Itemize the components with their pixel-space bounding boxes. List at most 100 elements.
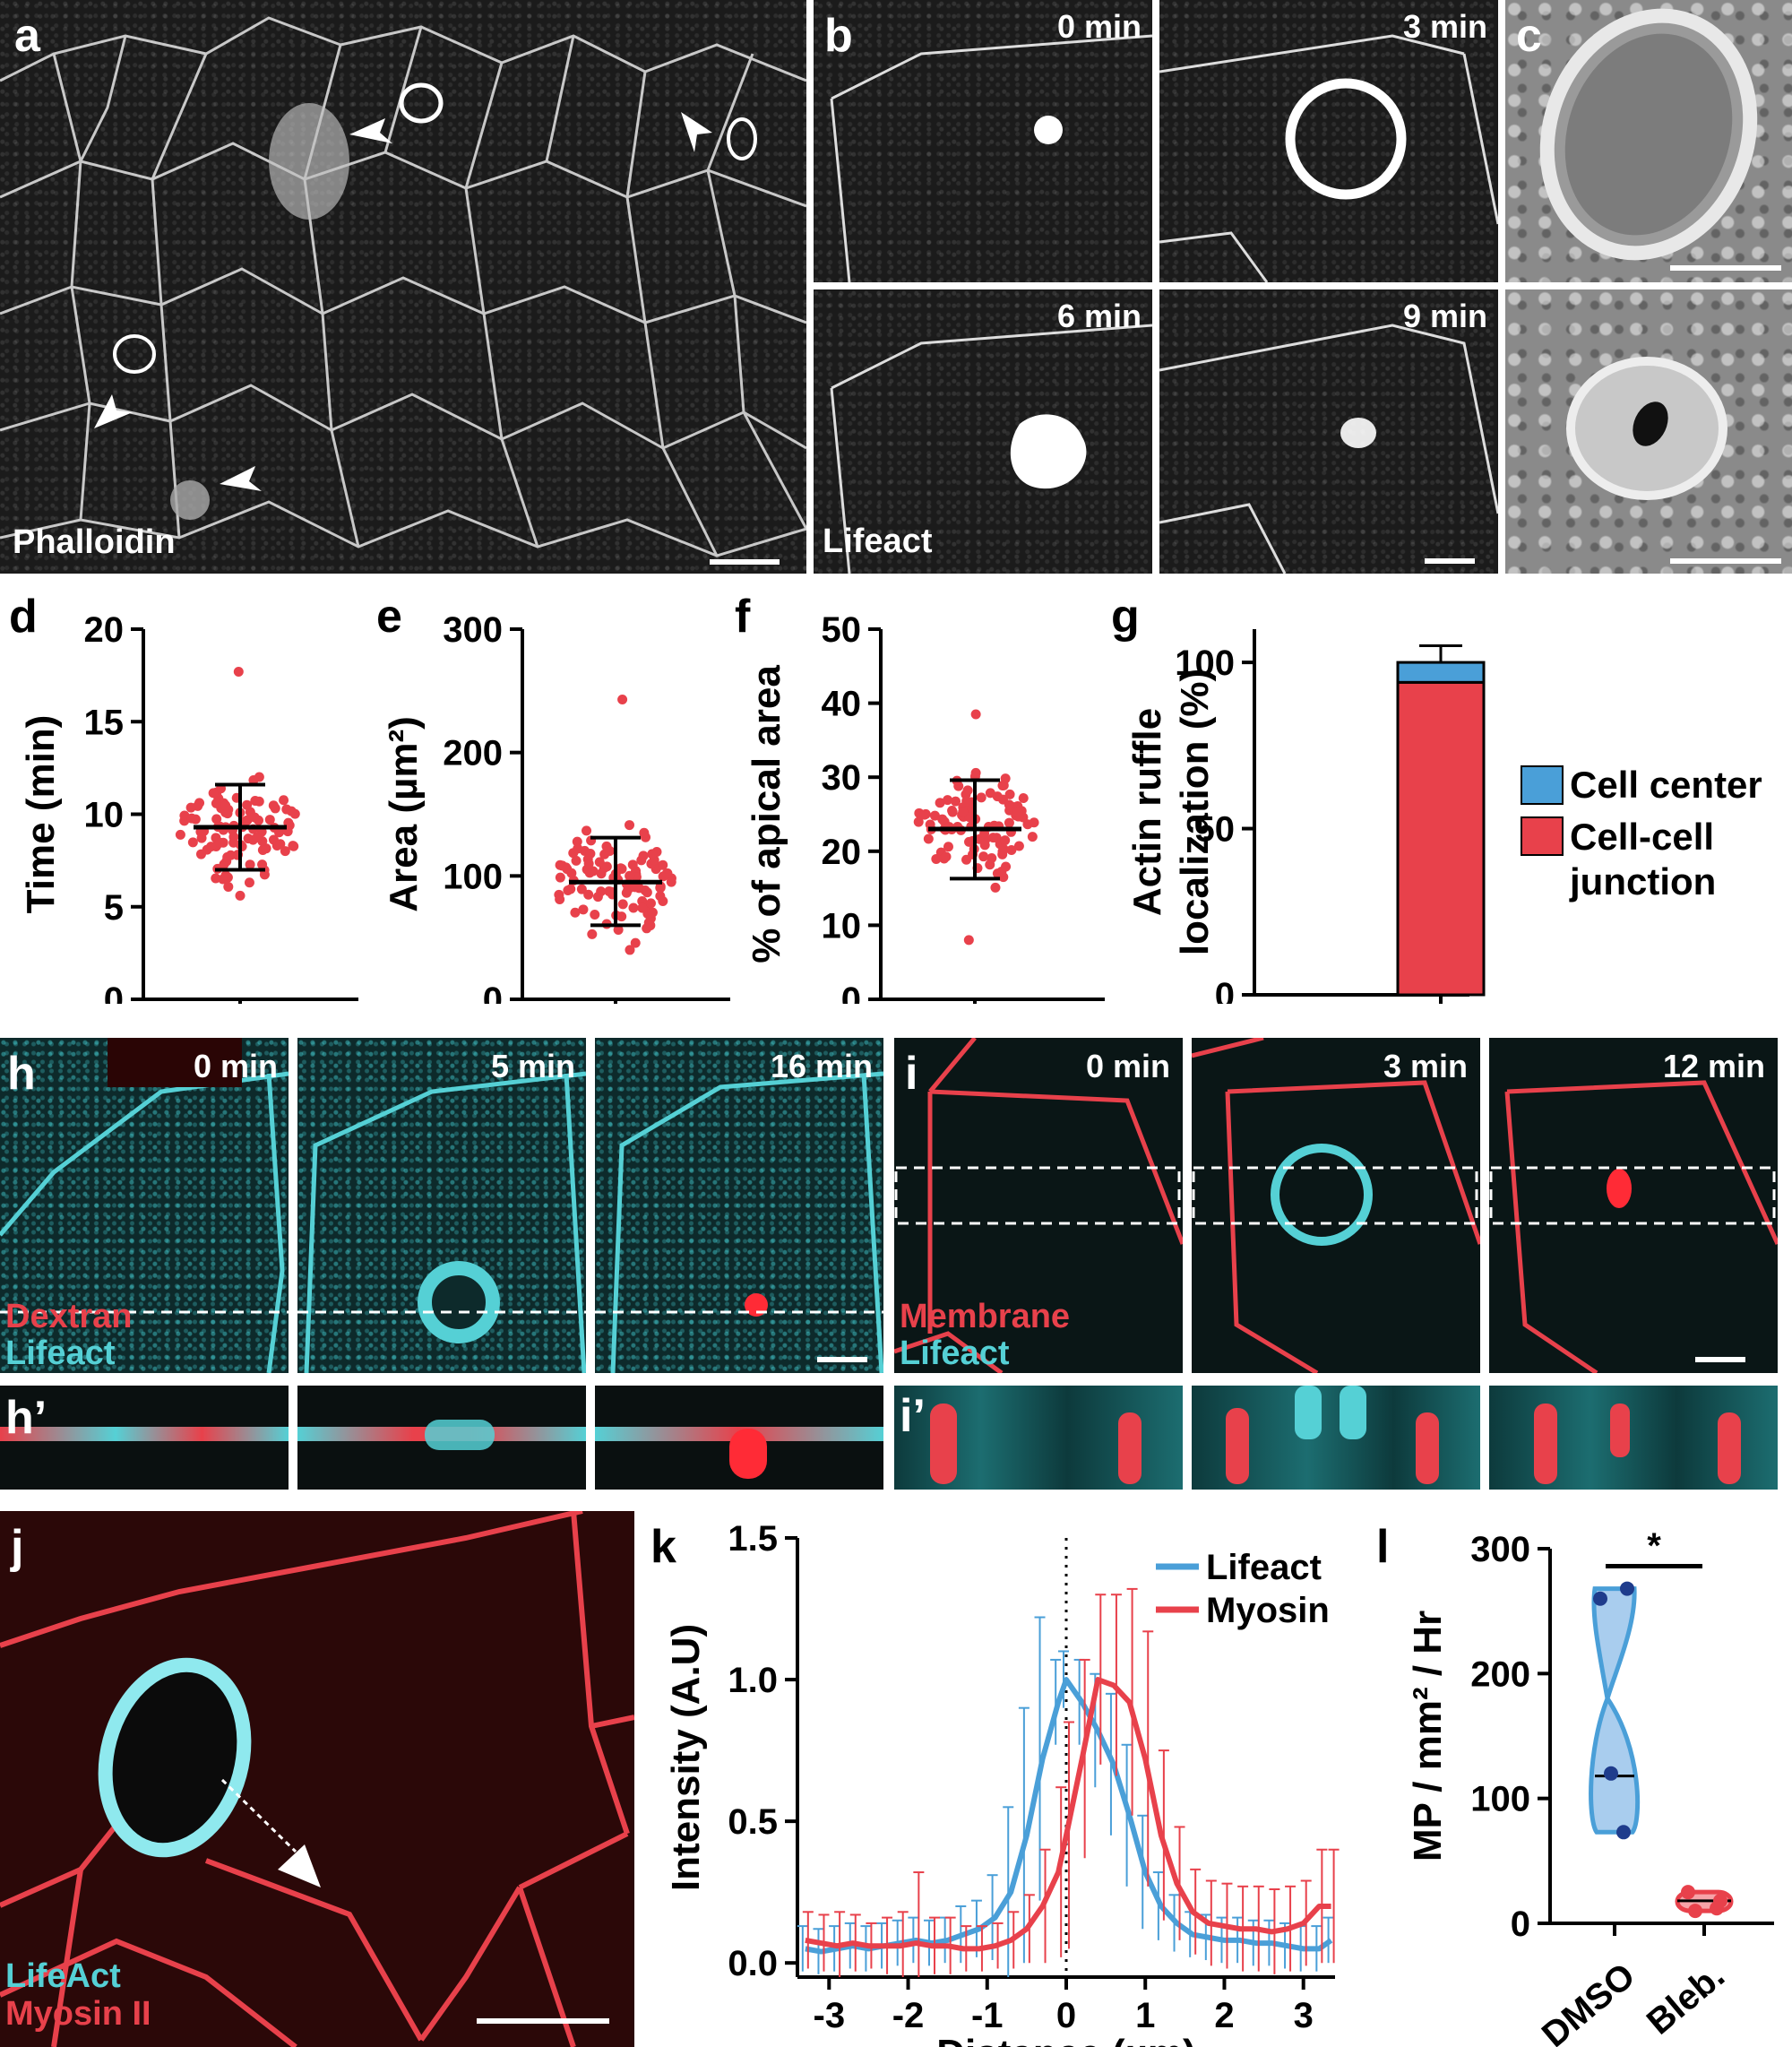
y-tick-label: 0 — [483, 980, 503, 1004]
panel-h-frame-1: 5 min — [297, 1038, 586, 1373]
panel-h-frame-0: h 0 min Dextran Lifeact — [0, 1038, 289, 1373]
data-point — [639, 827, 650, 838]
panel-label-g: g — [1111, 591, 1140, 643]
panel-b-frame-2: 6 min Lifeact — [814, 289, 1152, 574]
chart-d: 0 5 10 15 20 Time (min) — [19, 610, 358, 1004]
data-point — [279, 795, 289, 806]
y-tick-label: 0.0 — [728, 1944, 778, 1983]
panel-h-frame-2: 16 min — [595, 1038, 883, 1373]
data-point — [929, 810, 940, 821]
data-point — [666, 877, 676, 887]
bar-cell-center — [1396, 661, 1486, 684]
data-point — [1006, 844, 1017, 855]
chart-e: 0 100 200 300 Area (µm²) — [382, 610, 730, 1004]
time-label: 6 min — [1056, 298, 1142, 334]
y-tick-label: 1.0 — [728, 1661, 778, 1700]
data-point — [617, 694, 628, 704]
panel-label-k: k — [650, 1521, 676, 1573]
channel-label-lifeact: Lifeact — [823, 523, 933, 560]
data-point — [250, 795, 261, 806]
data-point — [947, 806, 958, 816]
panel-c-sem-top: c — [1505, 0, 1792, 282]
data-point — [211, 798, 221, 808]
panel-label-e: e — [376, 591, 402, 643]
y-axis-label: % of apical area — [745, 665, 788, 963]
y-axis-label: Intensity (A.U) — [664, 1624, 708, 1891]
panel-h-prime-2 — [595, 1386, 883, 1490]
y-tick-label: 300 — [443, 610, 503, 650]
y-tick-label: 50 — [822, 610, 862, 650]
channel-label-phalloidin: Phalloidin — [13, 523, 176, 561]
data-point — [978, 851, 989, 862]
time-label: 9 min — [1402, 298, 1487, 334]
y-tick-label: 40 — [822, 685, 862, 724]
x-tick-label: -3 — [814, 1996, 846, 2035]
data-point — [617, 899, 628, 910]
panel-label-c: c — [1516, 10, 1542, 62]
data-point — [211, 873, 221, 884]
scale-bar — [1670, 265, 1781, 271]
chart-k: 0.0 0.5 1.0 1.5 Intensity (A.U) -3 -2 -1 0 1 2 3 Dis… — [664, 1519, 1340, 2047]
data-point — [590, 910, 600, 920]
y-tick-label: 200 — [443, 734, 503, 773]
y-tick-label: 0 — [841, 980, 861, 1004]
data-point — [638, 851, 649, 861]
y-tick-label: 15 — [84, 703, 125, 742]
y-axis-label: Actin ruffle — [1125, 708, 1169, 916]
data-point — [187, 837, 198, 848]
panel-i-frame-2: 12 min — [1489, 1038, 1778, 1373]
data-point — [1013, 841, 1024, 851]
data-point — [642, 887, 652, 898]
scale-bar — [1425, 558, 1475, 564]
data-point — [616, 863, 626, 874]
data-point — [1022, 819, 1033, 830]
data-point — [1001, 861, 1012, 872]
data-point-bleb — [1681, 1885, 1695, 1900]
data-point — [625, 820, 635, 831]
channel-label-membrane: Membrane — [900, 1298, 1071, 1335]
data-point — [1018, 793, 1029, 804]
data-point — [249, 812, 260, 823]
data-point — [245, 859, 255, 870]
panel-label-i: i — [905, 1048, 918, 1100]
data-point — [570, 907, 581, 918]
y-tick-label: 10 — [822, 906, 862, 946]
data-point — [594, 857, 605, 868]
bar-cell-cell-junction — [1396, 680, 1486, 997]
arrowhead-icon — [681, 112, 712, 152]
data-point — [185, 802, 196, 813]
panel-a-image: a Phalloidin — [0, 0, 806, 574]
data-point — [1027, 832, 1038, 842]
data-point — [961, 796, 972, 807]
x-axis-label: Distance (µm) — [936, 2032, 1195, 2047]
arrowhead-icon — [220, 466, 262, 491]
cell-outline — [1192, 1038, 1480, 1373]
cell-outline — [830, 34, 1152, 282]
channel-label-myosin: Myosin II — [5, 1995, 151, 2033]
data-point — [1004, 789, 1015, 799]
data-point — [950, 796, 961, 807]
channel-label-lifeact: Lifeact — [900, 1334, 1010, 1372]
data-point — [1000, 835, 1011, 846]
legend-label-cell-center: Cell center — [1570, 764, 1762, 806]
panel-i-prime-2 — [1489, 1386, 1778, 1490]
data-point — [601, 861, 612, 872]
panel-label-i-prime: i’ — [900, 1390, 926, 1442]
data-point — [961, 854, 972, 865]
x-tick-label: 0 — [1056, 1996, 1076, 2035]
panel-i-frame-1: 3 min — [1192, 1038, 1480, 1373]
data-point — [587, 928, 598, 939]
data-point — [625, 945, 635, 955]
data-point — [592, 892, 603, 903]
y-tick-label: 5 — [104, 888, 124, 928]
x-tick-label: -2 — [892, 1996, 925, 2035]
data-point-dmso — [1593, 1591, 1607, 1606]
y-tick-label: 50 — [1195, 810, 1236, 850]
violin-dmso — [1589, 1586, 1641, 1835]
data-point — [923, 833, 934, 844]
cell-outline — [1489, 1080, 1778, 1373]
macropinocytic-cup — [1539, 8, 1758, 261]
data-point — [228, 832, 239, 842]
